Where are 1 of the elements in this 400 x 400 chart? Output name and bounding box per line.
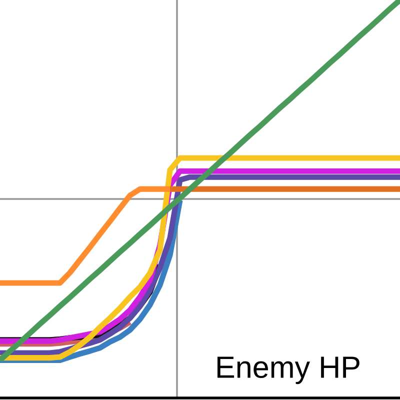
x-axis-title: Enemy HP (217, 356, 360, 384)
